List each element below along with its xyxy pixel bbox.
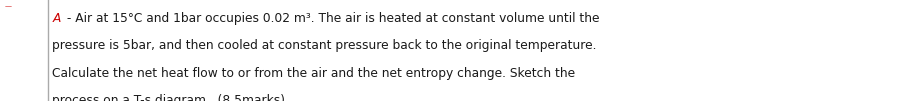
Text: - Air at 15°C and 1bar occupies 0.02 m³. The air is heated at constant volume un: - Air at 15°C and 1bar occupies 0.02 m³.… [63,12,599,25]
Text: —: — [5,3,12,9]
Text: A: A [52,12,61,25]
Text: pressure is 5bar, and then cooled at constant pressure back to the original temp: pressure is 5bar, and then cooled at con… [52,39,597,52]
Text: process on a T-s diagram.  (8.5marks): process on a T-s diagram. (8.5marks) [52,94,285,101]
Text: Calculate the net heat flow to or from the air and the net entropy change. Sketc: Calculate the net heat flow to or from t… [52,67,576,80]
